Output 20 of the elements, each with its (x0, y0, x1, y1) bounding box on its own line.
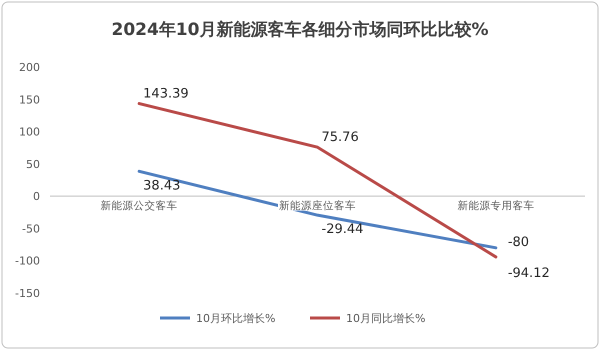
x-tick-label: 新能源座位客车 (279, 199, 356, 212)
data-label: 75.76 (322, 130, 359, 146)
data-label: -80 (508, 234, 530, 250)
y-tick-label: -50 (22, 222, 40, 236)
y-tick-label: 0 (33, 190, 40, 204)
x-tick-label: 新能源公交客车 (100, 199, 178, 212)
data-label: -29.44 (322, 222, 364, 238)
x-tick-label: 新能源专用客车 (457, 199, 534, 212)
legend-label: 10月环比增长% (196, 312, 276, 325)
data-label: 143.39 (143, 86, 189, 102)
y-tick-label: 150 (19, 93, 40, 106)
y-tick-label: 200 (19, 61, 40, 74)
chart-title: 2024年10月新能源客车各细分市场同环比比较% (111, 20, 489, 40)
legend-label: 10月同比增长% (346, 312, 426, 325)
y-tick-label: 100 (19, 126, 40, 139)
y-tick-label: -150 (15, 287, 40, 300)
data-label: 38.43 (143, 178, 180, 194)
y-tick-label: 50 (26, 158, 40, 171)
data-label: -94.12 (508, 266, 550, 281)
y-tick-label: -100 (15, 254, 40, 268)
